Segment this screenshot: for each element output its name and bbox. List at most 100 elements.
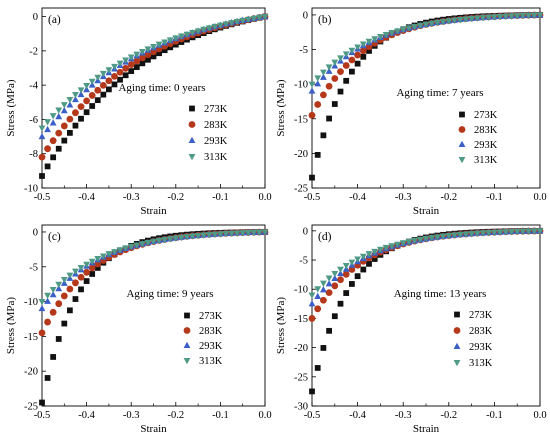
data-point bbox=[49, 286, 57, 294]
data-point bbox=[99, 253, 107, 260]
legend-label: 293K bbox=[469, 342, 493, 353]
data-point bbox=[88, 258, 96, 265]
data-point bbox=[189, 29, 196, 37]
data-point bbox=[144, 239, 152, 247]
data-point bbox=[244, 229, 252, 237]
data-point bbox=[434, 19, 441, 27]
data-point bbox=[337, 300, 344, 307]
data-point bbox=[72, 109, 79, 117]
data-point bbox=[72, 122, 79, 129]
data-point bbox=[428, 20, 436, 28]
data-point bbox=[205, 232, 213, 239]
series-273K bbox=[309, 227, 543, 395]
data-point bbox=[314, 292, 322, 299]
y-tick-label: -5 bbox=[29, 262, 38, 273]
x-tick-label: -0.5 bbox=[34, 192, 51, 203]
data-point bbox=[343, 290, 350, 296]
data-point bbox=[239, 17, 247, 25]
data-point bbox=[38, 304, 46, 312]
data-point bbox=[382, 244, 390, 252]
data-point bbox=[106, 86, 112, 93]
data-point bbox=[348, 259, 356, 266]
x-tick-label: -0.5 bbox=[304, 410, 321, 421]
legend-label: 313K bbox=[204, 152, 228, 163]
data-point bbox=[468, 231, 475, 238]
legend-label: 283K bbox=[469, 326, 493, 337]
data-point bbox=[177, 33, 185, 40]
data-point bbox=[155, 41, 163, 48]
data-point bbox=[89, 103, 96, 109]
data-point bbox=[38, 125, 46, 132]
data-point bbox=[39, 399, 45, 406]
x-tick-label: -0.3 bbox=[123, 192, 140, 203]
x-tick-label: -0.4 bbox=[78, 192, 95, 203]
y-tick-label: -20 bbox=[294, 149, 308, 160]
data-point bbox=[342, 62, 350, 69]
legend-label: 293K bbox=[204, 136, 228, 147]
x-tick-label: 0.0 bbox=[533, 410, 546, 421]
data-point bbox=[94, 86, 102, 94]
data-point bbox=[94, 74, 102, 82]
data-point bbox=[78, 286, 84, 293]
legend-label: 283K bbox=[474, 125, 498, 136]
data-point bbox=[177, 234, 185, 242]
legend-label: 273K bbox=[204, 104, 228, 115]
x-tick-label: -0.2 bbox=[440, 410, 457, 421]
data-point bbox=[49, 290, 57, 298]
data-point bbox=[308, 81, 316, 88]
data-point bbox=[309, 174, 315, 181]
data-point bbox=[359, 41, 367, 48]
data-point bbox=[388, 243, 396, 250]
data-point bbox=[354, 51, 361, 59]
data-point bbox=[89, 271, 96, 277]
data-point bbox=[60, 122, 68, 130]
data-point bbox=[326, 115, 332, 122]
data-point bbox=[309, 388, 315, 395]
data-point bbox=[66, 101, 74, 108]
data-point bbox=[83, 109, 90, 116]
series-273K bbox=[39, 229, 268, 406]
x-tick-label: -0.1 bbox=[212, 192, 229, 203]
data-point bbox=[445, 18, 453, 25]
data-point bbox=[228, 230, 235, 238]
data-point bbox=[513, 228, 521, 236]
data-point bbox=[530, 228, 538, 235]
data-point bbox=[183, 234, 191, 241]
x-tick-label: -0.4 bbox=[78, 410, 95, 421]
data-point bbox=[144, 46, 152, 53]
data-point bbox=[228, 20, 235, 27]
data-point bbox=[49, 137, 57, 145]
data-point bbox=[377, 34, 384, 41]
data-point bbox=[508, 13, 515, 20]
y-tick-label: -4 bbox=[29, 81, 38, 92]
data-point bbox=[451, 17, 458, 24]
series-313K bbox=[38, 14, 269, 132]
data-point bbox=[55, 336, 62, 342]
aging-time-annotation: Aging time: 9 years bbox=[126, 288, 213, 300]
data-point bbox=[205, 25, 213, 32]
data-point bbox=[200, 232, 208, 239]
data-point bbox=[167, 44, 174, 51]
data-point bbox=[233, 18, 241, 26]
data-point bbox=[44, 318, 51, 326]
data-point bbox=[211, 23, 219, 31]
y-axis-label: Stress (MPa) bbox=[275, 79, 287, 136]
data-point bbox=[194, 233, 202, 240]
legend: 273K 283K 293K 313K bbox=[183, 311, 223, 367]
y-tick-label: -20 bbox=[24, 367, 38, 378]
data-point bbox=[314, 75, 322, 82]
data-point bbox=[44, 145, 51, 153]
data-point bbox=[105, 67, 113, 74]
y-tick-label: -2 bbox=[29, 46, 38, 57]
data-point bbox=[399, 26, 407, 34]
data-point bbox=[434, 234, 441, 241]
data-point bbox=[428, 235, 436, 242]
data-point bbox=[60, 292, 68, 300]
data-point bbox=[61, 320, 68, 327]
data-point bbox=[371, 256, 378, 262]
data-point bbox=[371, 36, 379, 43]
x-tick-label: -0.2 bbox=[167, 410, 184, 421]
series-273K bbox=[39, 13, 268, 179]
legend: 273K 283K 293K 313K bbox=[188, 104, 228, 163]
